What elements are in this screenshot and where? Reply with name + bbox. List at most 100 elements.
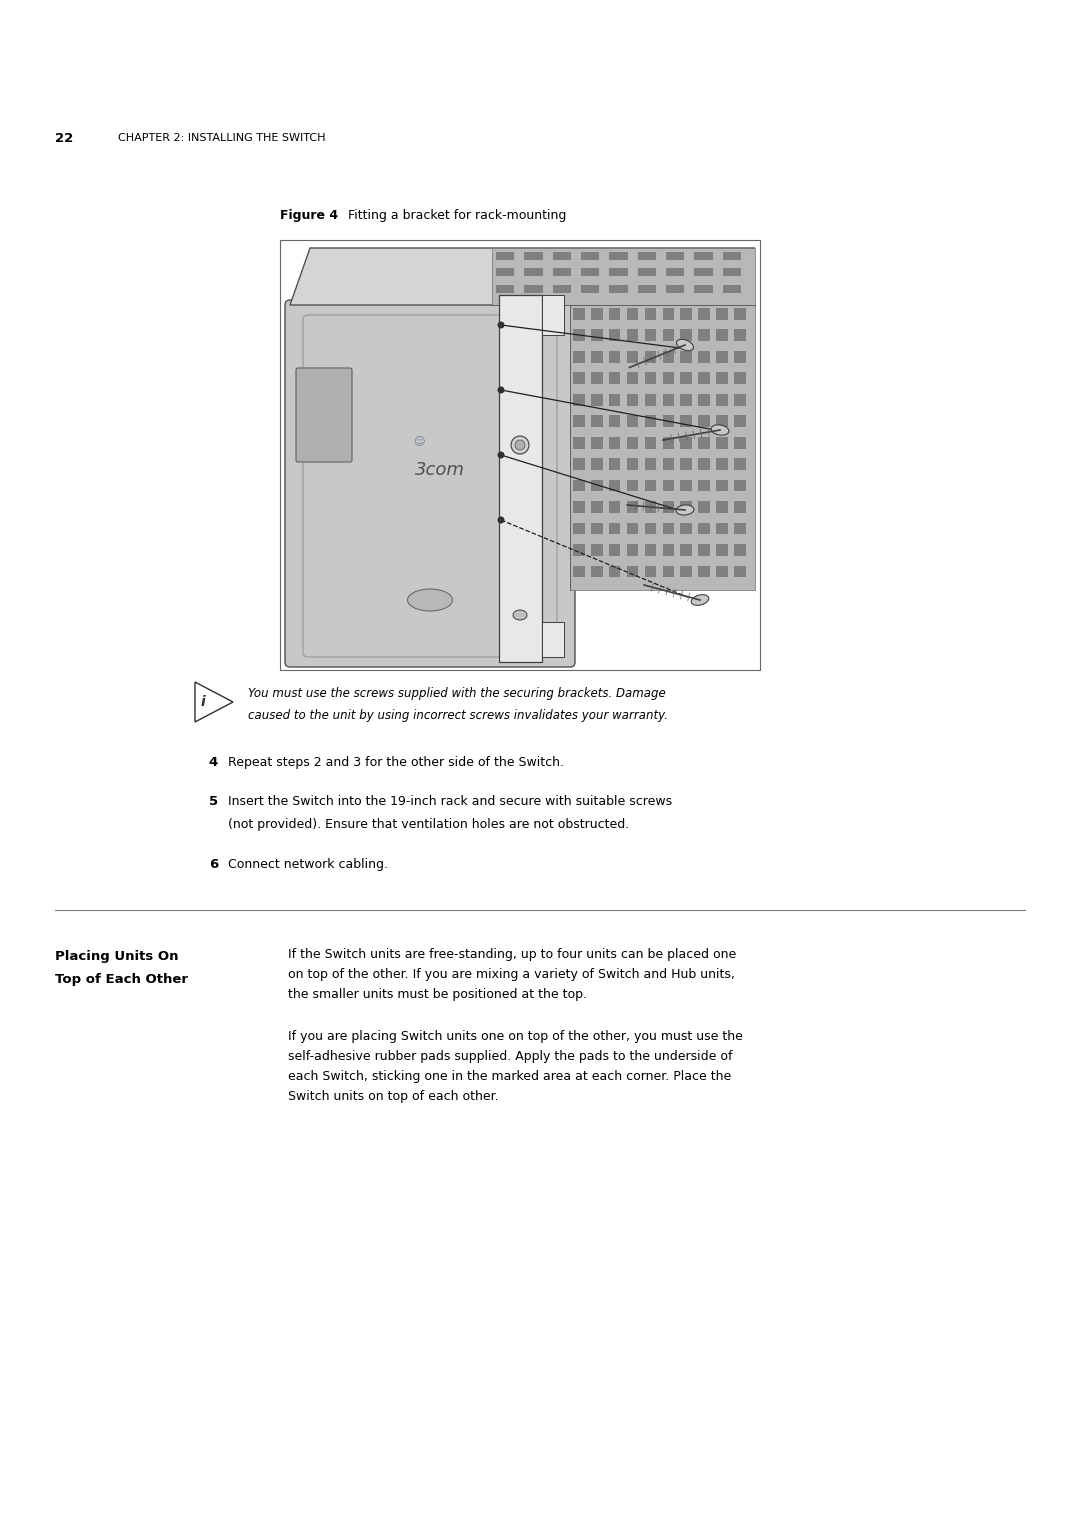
Text: 3com: 3com — [415, 461, 464, 478]
Bar — [723, 269, 741, 277]
Bar — [699, 480, 710, 492]
Bar — [662, 330, 674, 341]
Bar — [734, 480, 745, 492]
Bar — [645, 565, 657, 578]
Bar — [694, 252, 713, 260]
Bar — [716, 501, 728, 513]
Bar — [734, 309, 745, 319]
Bar — [573, 565, 584, 578]
Bar — [591, 394, 603, 405]
Text: Figure 4: Figure 4 — [280, 208, 338, 222]
Bar — [626, 416, 638, 428]
Bar — [662, 501, 674, 513]
Bar — [645, 544, 657, 556]
Bar — [581, 252, 599, 260]
Bar — [626, 394, 638, 405]
Bar — [637, 252, 656, 260]
Ellipse shape — [676, 504, 694, 515]
Bar — [662, 458, 674, 471]
Bar — [680, 480, 692, 492]
Bar — [645, 458, 657, 471]
Bar — [680, 565, 692, 578]
Bar — [573, 480, 584, 492]
Text: If you are placing Switch units one on top of the other, you must use the: If you are placing Switch units one on t… — [288, 1030, 743, 1044]
Bar — [716, 394, 728, 405]
Bar — [573, 373, 584, 384]
Text: on top of the other. If you are mixing a variety of Switch and Hub units,: on top of the other. If you are mixing a… — [288, 969, 734, 981]
Circle shape — [498, 516, 504, 524]
Bar — [524, 269, 543, 277]
Circle shape — [498, 387, 504, 394]
Bar — [716, 373, 728, 384]
Text: CHAPTER 2: INSTALLING THE SWITCH: CHAPTER 2: INSTALLING THE SWITCH — [118, 133, 325, 144]
Bar — [573, 394, 584, 405]
Ellipse shape — [407, 588, 453, 611]
Bar — [734, 394, 745, 405]
Bar — [716, 480, 728, 492]
Bar — [573, 458, 584, 471]
Bar — [645, 330, 657, 341]
FancyBboxPatch shape — [296, 368, 352, 461]
Bar — [680, 330, 692, 341]
Circle shape — [511, 435, 529, 454]
Bar — [609, 394, 620, 405]
Bar — [734, 458, 745, 471]
Bar — [496, 252, 514, 260]
Bar — [609, 252, 627, 260]
Bar — [626, 330, 638, 341]
Bar — [666, 269, 685, 277]
Bar — [524, 252, 543, 260]
Text: 22: 22 — [55, 131, 73, 145]
Bar — [680, 523, 692, 535]
Bar — [573, 523, 584, 535]
Bar — [581, 269, 599, 277]
Circle shape — [498, 321, 504, 329]
Bar — [626, 437, 638, 449]
Bar — [645, 351, 657, 362]
Bar — [680, 458, 692, 471]
Bar — [662, 373, 674, 384]
Bar — [666, 252, 685, 260]
Bar — [280, 240, 760, 669]
Bar — [662, 309, 674, 319]
Bar — [699, 351, 710, 362]
Bar — [662, 544, 674, 556]
Bar — [609, 351, 620, 362]
Text: the smaller units must be positioned at the top.: the smaller units must be positioned at … — [288, 989, 588, 1001]
Bar — [699, 330, 710, 341]
Bar — [591, 330, 603, 341]
Bar — [734, 544, 745, 556]
Text: Top of Each Other: Top of Each Other — [55, 973, 188, 986]
Bar — [723, 284, 741, 293]
Bar — [626, 373, 638, 384]
Bar — [716, 416, 728, 428]
Bar — [716, 544, 728, 556]
Bar — [591, 458, 603, 471]
Bar — [626, 480, 638, 492]
Bar — [699, 416, 710, 428]
Bar — [662, 437, 674, 449]
Bar — [609, 373, 620, 384]
Bar — [542, 295, 564, 335]
Bar — [645, 501, 657, 513]
Bar — [734, 501, 745, 513]
Bar — [626, 458, 638, 471]
Bar — [609, 544, 620, 556]
Bar — [570, 306, 755, 590]
Bar — [645, 437, 657, 449]
Text: 6: 6 — [208, 859, 218, 871]
Bar — [734, 373, 745, 384]
Bar — [626, 309, 638, 319]
Bar — [591, 373, 603, 384]
Bar — [716, 330, 728, 341]
Bar — [680, 416, 692, 428]
Text: Connect network cabling.: Connect network cabling. — [228, 859, 388, 871]
Bar — [716, 351, 728, 362]
Bar — [553, 284, 571, 293]
Bar — [699, 394, 710, 405]
Bar — [716, 523, 728, 535]
Bar — [716, 458, 728, 471]
Text: You must use the screws supplied with the securing brackets. Damage: You must use the screws supplied with th… — [248, 686, 665, 700]
Bar — [609, 480, 620, 492]
Bar — [699, 544, 710, 556]
